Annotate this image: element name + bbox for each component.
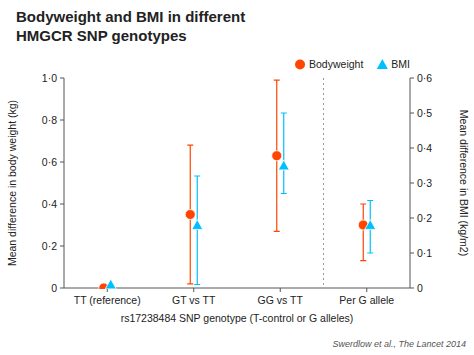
point xyxy=(365,220,376,230)
y2-tick-label: 0·1 xyxy=(417,247,432,259)
point xyxy=(185,210,195,220)
legend-label: BMI xyxy=(391,58,410,70)
y-tick xyxy=(60,288,64,289)
y2-tick xyxy=(410,218,414,219)
y2-tick-label: 0·3 xyxy=(417,177,432,189)
y-tick xyxy=(60,246,64,247)
x-tick-label: GT vs TT xyxy=(172,294,216,306)
error-bar xyxy=(360,204,366,261)
legend-marker xyxy=(295,60,305,70)
y-tick-label: 1·0 xyxy=(42,72,57,84)
error-bar xyxy=(281,113,287,194)
error-bar xyxy=(194,176,200,285)
y2-tick-label: 0·2 xyxy=(417,212,432,224)
y-tick-label: 0·6 xyxy=(42,156,57,168)
y-axis-line xyxy=(64,78,65,288)
x-tick xyxy=(280,288,281,292)
y2-tick-label: 0 xyxy=(417,282,423,294)
background xyxy=(0,0,474,355)
legend-label: Bodyweight xyxy=(309,58,363,70)
y2-tick xyxy=(410,253,414,254)
title-line: HMGCR SNP genotypes xyxy=(16,27,187,44)
y-tick xyxy=(60,204,64,205)
y-axis-label: Mean difference in body weight (kg) xyxy=(6,100,18,266)
y-tick-label: 0·4 xyxy=(42,198,57,210)
chart: Bodyweight and BMI in different HMGCR SNP… xyxy=(0,0,474,355)
x-tick-label: TT (reference) xyxy=(74,294,141,306)
footnote: Swerdlow et al., The Lancet 2014 xyxy=(332,339,466,349)
point xyxy=(192,220,203,230)
x-tick xyxy=(193,288,194,292)
y2-axis-label: Mean difference in BMI (kg/m2) xyxy=(458,110,470,256)
y-tick-label: 0·8 xyxy=(42,114,57,126)
legend: Bodyweight BMI xyxy=(295,58,410,70)
y-tick xyxy=(60,120,64,121)
legend-item: BMI xyxy=(377,58,410,70)
y2-tick-label: 0·5 xyxy=(417,107,432,119)
legend-marker xyxy=(377,59,388,69)
y2-tick-label: 0·6 xyxy=(417,72,432,84)
marks xyxy=(99,80,376,289)
y2-tick xyxy=(410,113,414,114)
point xyxy=(272,151,282,161)
y2-tick xyxy=(410,183,414,184)
y2-tick xyxy=(410,78,414,79)
title: Bodyweight and BMI in different HMGCR SNP… xyxy=(16,8,245,44)
x-axis-label: rs17238484 SNP genotype (T-control or G … xyxy=(121,312,354,324)
title-line: Bodyweight and BMI in different xyxy=(16,8,245,25)
x-tick xyxy=(366,288,367,292)
separator xyxy=(323,78,324,288)
point xyxy=(278,160,289,170)
y2-tick xyxy=(410,148,414,149)
y2-tick-label: 0·4 xyxy=(417,142,432,154)
x-tick-label: GG vs TT xyxy=(258,294,304,306)
legend-item: Bodyweight xyxy=(295,58,363,70)
y-tick xyxy=(60,78,64,79)
y2-tick xyxy=(410,288,414,289)
y-tick-label: 0 xyxy=(51,282,57,294)
x-tick-label: Per G allele xyxy=(339,294,394,306)
y-tick-label: 0·2 xyxy=(42,240,57,252)
point xyxy=(105,279,116,289)
y-tick xyxy=(60,162,64,163)
